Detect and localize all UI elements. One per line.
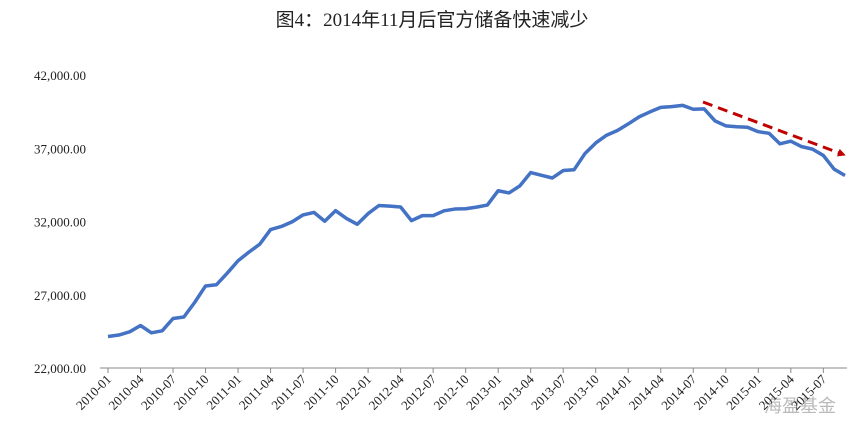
x-tick-label: 2012-01 [333, 372, 374, 413]
x-tick-label: 2011-07 [268, 371, 309, 412]
y-tick-label: 42,000.00 [34, 68, 86, 83]
x-tick-label: 2011-04 [236, 371, 277, 412]
x-tick-label: 2010-10 [170, 372, 211, 413]
x-tick-label: 2010-01 [73, 372, 114, 413]
y-tick-label: 27,000.00 [34, 288, 86, 303]
watermark: 海盈基金 [764, 396, 836, 416]
y-tick-label: 37,000.00 [34, 141, 86, 156]
y-tick-label: 22,000.00 [34, 361, 86, 376]
x-tick-label: 2014-07 [658, 371, 700, 413]
y-tick-label: 32,000.00 [34, 215, 86, 230]
x-tick-label: 2012-10 [431, 372, 472, 413]
trend-arrow [702, 100, 846, 157]
x-tick-label: 2013-10 [561, 372, 602, 413]
x-tick-label: 2015-01 [723, 372, 764, 413]
x-tick-label: 2012-04 [365, 371, 407, 413]
chart-title: 图4：2014年11月后官方储备快速减少 [276, 9, 589, 31]
x-tick-label: 2010-07 [138, 371, 180, 413]
x-tick-label: 2011-10 [301, 372, 342, 413]
x-tick-label: 2014-10 [691, 372, 732, 413]
x-tick-label: 2013-01 [463, 372, 504, 413]
x-tick-label: 2013-07 [528, 371, 570, 413]
x-tick-label: 2014-04 [626, 371, 668, 413]
x-tick-label: 2011-01 [203, 372, 244, 413]
x-tick-label: 2014-01 [593, 372, 634, 413]
x-tick-label: 2010-04 [105, 371, 147, 413]
x-tick-label: 2012-07 [398, 371, 440, 413]
line-series [107, 103, 846, 339]
x-tick-label: 2013-04 [496, 371, 538, 413]
